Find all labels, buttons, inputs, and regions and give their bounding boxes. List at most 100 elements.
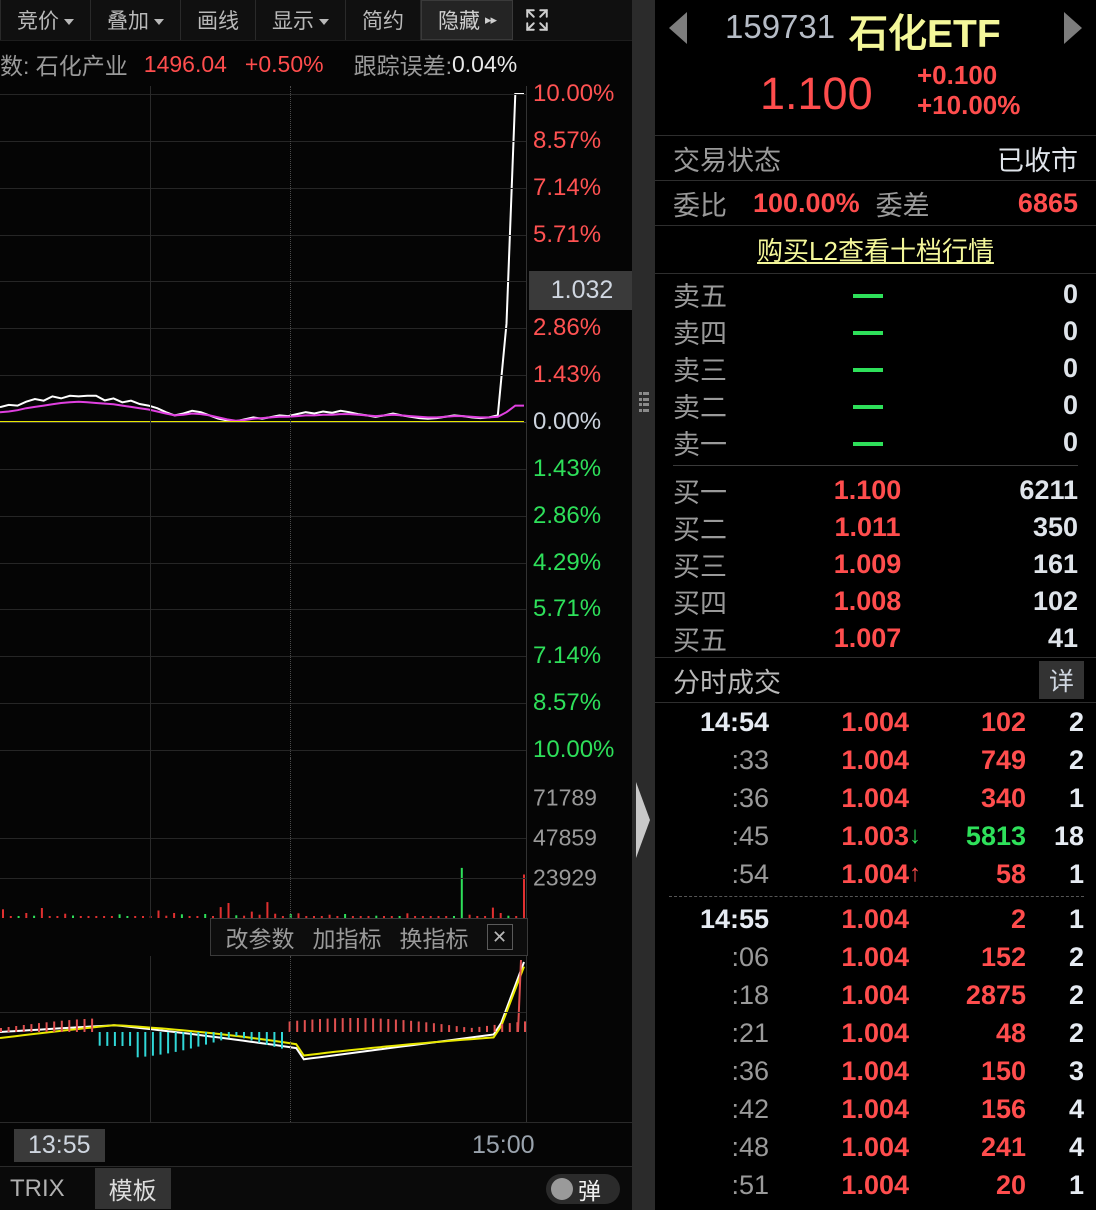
order-price <box>777 427 958 458</box>
volume-bar <box>228 903 230 918</box>
pane-splitter[interactable] <box>632 0 655 1210</box>
toolbar-button-display[interactable]: 显示 <box>256 0 346 40</box>
order-ratio-row: 委比 100.00% 委差 6865 <box>655 181 1096 226</box>
trix-histogram-bar <box>486 1026 488 1032</box>
bid-row[interactable]: 买二1.011350 <box>655 509 1096 546</box>
tick-row[interactable]: :511.004201 <box>655 1166 1096 1204</box>
volume-bar <box>64 914 66 918</box>
trix-histogram-bar <box>30 1024 32 1032</box>
tick-row[interactable]: :361.0041503 <box>655 1052 1096 1090</box>
tick-time: :51 <box>669 1170 769 1201</box>
bid-row[interactable]: 买四1.008102 <box>655 583 1096 620</box>
tick-volume: 2875 <box>931 980 1026 1011</box>
ask-row[interactable]: 卖五0 <box>655 276 1096 313</box>
trix-histogram-bar <box>61 1021 63 1032</box>
gridline <box>0 141 526 142</box>
add-indicator-button[interactable]: 加指标 <box>313 920 382 954</box>
trix-histogram-bar <box>167 1032 169 1053</box>
bid-row[interactable]: 买五1.00741 <box>655 620 1096 657</box>
toolbar-button-overlay[interactable]: 叠加 <box>91 0 181 40</box>
ask-row[interactable]: 卖一0 <box>655 424 1096 461</box>
gridline <box>0 750 526 751</box>
price-chart-area[interactable] <box>0 86 527 758</box>
chevron-down-icon <box>154 19 164 25</box>
chevron-left-icon[interactable] <box>669 12 687 44</box>
tick-price: 1.004 <box>769 980 909 1011</box>
tick-row[interactable]: :181.00428752 <box>655 976 1096 1014</box>
indicator-name-label[interactable]: TRIX <box>10 1175 65 1203</box>
gridline <box>0 838 526 839</box>
l2-promo-row[interactable]: 购买L2查看十档行情 <box>655 226 1096 274</box>
tick-row[interactable]: 14:541.0041022 <box>655 703 1096 741</box>
trix-histogram-bar <box>273 1032 275 1047</box>
tick-time: :48 <box>669 1132 769 1163</box>
tick-row[interactable]: :331.0047492 <box>655 741 1096 779</box>
tick-row[interactable]: :541.004↑581 <box>655 855 1096 893</box>
tick-row[interactable]: :421.0041564 <box>655 1090 1096 1128</box>
trix-histogram-bar <box>46 1022 48 1032</box>
tick-detail-button[interactable]: 详 <box>1039 661 1084 699</box>
fullscreen-button[interactable] <box>513 0 561 40</box>
tick-row[interactable]: :481.0042414 <box>655 1128 1096 1166</box>
volume-bar <box>165 916 167 918</box>
tick-count: 18 <box>1026 821 1084 852</box>
tick-volume: 48 <box>931 1018 1026 1049</box>
ask-row[interactable]: 卖四0 <box>655 313 1096 350</box>
ask-row[interactable]: 卖三0 <box>655 350 1096 387</box>
volume-bar <box>56 916 58 918</box>
tick-row[interactable]: :061.0041522 <box>655 938 1096 976</box>
toolbar-button-simple[interactable]: 简约 <box>346 0 421 40</box>
quote-pane: 159731 石化ETF 1.100 +0.100 +10.00% 交易状态 已… <box>655 0 1096 1210</box>
toolbar-button-label: 画线 <box>197 5 239 35</box>
volume-bar <box>41 908 43 918</box>
volume-chart-area[interactable] <box>0 758 527 918</box>
toolbar-button-hide[interactable]: 隐藏 ▸▸ <box>421 0 513 40</box>
order-price <box>777 390 958 421</box>
gridline <box>0 469 526 470</box>
index-change: +0.50% <box>245 51 324 78</box>
gridline <box>0 188 526 189</box>
trix-histogram-bar <box>243 1032 245 1038</box>
volume-bar <box>189 916 191 918</box>
order-quantity: 102 <box>958 586 1078 617</box>
tick-row[interactable]: :211.004482 <box>655 1014 1096 1052</box>
gridline <box>0 375 526 376</box>
trix-histogram-bar <box>463 1027 465 1032</box>
trix-chart-area[interactable] <box>0 956 527 1122</box>
change-params-button[interactable]: 改参数 <box>226 920 295 954</box>
tick-row[interactable]: :361.0043401 <box>655 779 1096 817</box>
trix-histogram-bar <box>281 1032 283 1049</box>
popup-toggle[interactable]: 弹 <box>546 1174 620 1204</box>
volume-bar <box>111 916 113 918</box>
volume-bar <box>95 916 97 918</box>
swap-indicator-button[interactable]: 换指标 <box>400 920 469 954</box>
trix-histogram-bar <box>478 1027 480 1032</box>
volume-bar <box>72 916 74 919</box>
trix-histogram-bar <box>395 1020 397 1033</box>
tick-time: 14:55 <box>669 904 769 935</box>
collapse-panel-arrow-icon[interactable] <box>636 782 650 858</box>
trix-histogram-bar <box>357 1018 359 1032</box>
chevron-right-icon[interactable] <box>1064 12 1082 44</box>
order-price <box>777 353 958 384</box>
close-icon[interactable]: ✕ <box>487 924 513 950</box>
trix-histogram-bar <box>456 1026 458 1032</box>
tick-row[interactable]: 14:551.00421 <box>655 900 1096 938</box>
tick-count: 1 <box>1026 859 1084 890</box>
trix-histogram-bar <box>319 1019 321 1032</box>
bid-row[interactable]: 买一1.1006211 <box>655 472 1096 509</box>
tick-volume: 241 <box>931 1132 1026 1163</box>
template-button[interactable]: 模板 <box>95 1168 171 1209</box>
trading-status-label: 交易状态 <box>673 139 781 178</box>
tick-volume: 102 <box>931 707 1026 738</box>
trix-histogram-bar <box>311 1020 313 1033</box>
toolbar-button-drawline[interactable]: 画线 <box>181 0 256 40</box>
l2-purchase-link[interactable]: 购买L2查看十档行情 <box>757 231 994 268</box>
toolbar-button-auction[interactable]: 竞价 <box>0 0 91 40</box>
tick-count: 2 <box>1026 707 1084 738</box>
tick-row[interactable]: :451.003↓581318 <box>655 817 1096 855</box>
ask-row[interactable]: 卖二0 <box>655 387 1096 424</box>
trix-histogram-bar <box>137 1032 139 1057</box>
bid-row[interactable]: 买三1.009161 <box>655 546 1096 583</box>
trading-status-row: 交易状态 已收市 <box>655 136 1096 181</box>
